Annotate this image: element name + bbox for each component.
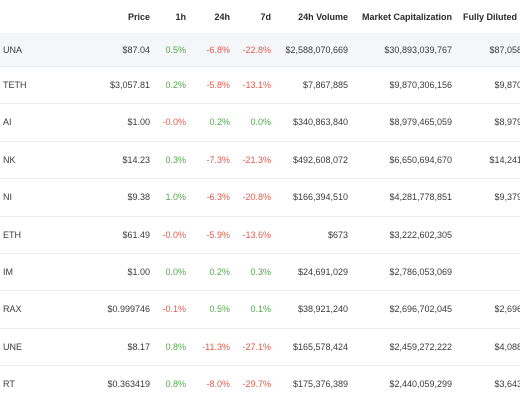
table-row[interactable]: AI $1.00 -0.0% 0.2% 0.0% $340,863,840 $8,979,4…: [0, 103, 520, 142]
table-row[interactable]: NK $14.23 0.3% -7.3% -21.3% $492,608,072 $6,65…: [0, 141, 520, 179]
volume-cell: $492,608,072: [292, 155, 348, 165]
price-cell: $3,057.81: [109, 80, 150, 90]
change-7d-cell: -20.8%: [242, 192, 271, 202]
market-cap-cell: $2,696,702,045: [389, 304, 452, 314]
change-1h-cell: 0.8%: [165, 379, 186, 389]
header-1h[interactable]: 1h: [175, 12, 186, 22]
price-cell: $87.04: [122, 45, 150, 55]
table-row[interactable]: ETH $61.49 -0.0% -5.9% -13.6% $673 $3,222,602,…: [0, 216, 520, 254]
price-cell: $8.17: [127, 342, 150, 352]
volume-cell: $2,588,070,669: [285, 45, 348, 55]
header-7d[interactable]: 7d: [260, 12, 271, 22]
change-1h-cell: 0.5%: [165, 45, 186, 55]
table-row[interactable]: RT $0.363419 0.8% -8.0% -29.7% $175,376,389 $2…: [0, 365, 520, 400]
table-row[interactable]: UNE $8.17 0.8% -11.3% -27.1% $165,578,424 $2,4…: [0, 328, 520, 366]
change-24h-cell: 0.5%: [209, 304, 230, 314]
change-7d-cell: 0.3%: [250, 267, 271, 277]
market-cap-cell: $2,786,053,069: [389, 267, 452, 277]
change-24h-cell: -6.8%: [206, 45, 230, 55]
table-header: Price 1h 24h 7d 24h Volume Market Capita…: [0, 0, 520, 34]
price-cell: $0.363419: [107, 379, 150, 389]
price-cell: $0.999746: [107, 304, 150, 314]
change-1h-cell: 1.0%: [165, 192, 186, 202]
volume-cell: $340,863,840: [292, 117, 348, 127]
price-cell: $61.49: [122, 230, 150, 240]
coin-name[interactable]: NK: [3, 155, 16, 165]
market-cap-cell: $2,459,272,222: [389, 342, 452, 352]
coin-name[interactable]: UNE: [3, 342, 23, 352]
change-7d-cell: -22.8%: [242, 45, 271, 55]
price-cell: $1.00: [127, 267, 150, 277]
table-row[interactable]: RAX $0.999746 -0.1% 0.5% 0.1% $38,921,240 $2,6…: [0, 290, 520, 329]
header-fully-diluted[interactable]: Fully Diluted M: [463, 12, 520, 22]
fully-diluted-cell: $8,979: [494, 117, 520, 127]
change-1h-cell: -0.0%: [162, 117, 186, 127]
fully-diluted-cell: $87,058: [489, 45, 520, 55]
change-1h-cell: -0.0%: [162, 230, 186, 240]
table-row[interactable]: IM $1.00 0.0% 0.2% 0.3% $24,691,029 $2,786,053…: [0, 253, 520, 291]
volume-cell: $673: [327, 230, 348, 240]
fully-diluted-cell: $9,379: [494, 192, 520, 202]
fully-diluted-cell: $14,241: [489, 155, 520, 165]
table-row[interactable]: TETH $3,057.81 0.2% -5.8% -13.1% $7,867,885 $9…: [0, 66, 520, 104]
change-7d-cell: -21.3%: [242, 155, 271, 165]
fully-diluted-cell: $9,870: [494, 80, 520, 90]
change-24h-cell: -5.9%: [206, 230, 230, 240]
change-1h-cell: 0.2%: [165, 80, 186, 90]
header-24h[interactable]: 24h: [214, 12, 230, 22]
change-1h-cell: 0.0%: [165, 267, 186, 277]
header-24h-volume[interactable]: 24h Volume: [298, 12, 348, 22]
coin-name[interactable]: UNA: [3, 45, 23, 55]
change-24h-cell: 0.2%: [209, 267, 230, 277]
market-cap-cell: $4,281,778,851: [389, 192, 452, 202]
change-1h-cell: -0.1%: [162, 304, 186, 314]
volume-cell: $38,921,240: [297, 304, 348, 314]
table-row[interactable]: NI $9.38 1.0% -6.3% -20.8% $166,394,510 $4,281…: [0, 178, 520, 217]
table-row[interactable]: UNA $87.04 0.5% -6.8% -22.8% $2,588,070,669 $3…: [0, 33, 520, 67]
coin-name[interactable]: ETH: [3, 230, 21, 240]
header-price[interactable]: Price: [127, 12, 150, 22]
change-7d-cell: -27.1%: [242, 342, 271, 352]
change-7d-cell: 0.1%: [250, 304, 271, 314]
fully-diluted-cell: $2,696: [494, 304, 520, 314]
fully-diluted-cell: $3,643: [494, 379, 520, 389]
coin-name[interactable]: TETH: [3, 80, 27, 90]
change-1h-cell: 0.3%: [165, 155, 186, 165]
change-7d-cell: -13.6%: [242, 230, 271, 240]
volume-cell: $175,376,389: [292, 379, 348, 389]
change-7d-cell: -13.1%: [242, 80, 271, 90]
price-cell: $1.00: [127, 117, 150, 127]
market-cap-cell: $8,979,465,059: [389, 117, 452, 127]
market-cap-cell: $9,870,306,156: [389, 80, 452, 90]
change-24h-cell: -5.8%: [206, 80, 230, 90]
volume-cell: $165,578,424: [292, 342, 348, 352]
coin-name[interactable]: IM: [3, 267, 13, 277]
coin-name[interactable]: RT: [3, 379, 15, 389]
change-7d-cell: 0.0%: [250, 117, 271, 127]
change-24h-cell: -6.3%: [206, 192, 230, 202]
change-1h-cell: 0.8%: [165, 342, 186, 352]
volume-cell: $24,691,029: [297, 267, 348, 277]
market-cap-cell: $2,440,059,299: [389, 379, 452, 389]
coin-name[interactable]: RAX: [3, 304, 22, 314]
header-market-cap[interactable]: Market Capitalization: [361, 12, 452, 22]
fully-diluted-cell: $4,088: [494, 342, 520, 352]
change-7d-cell: -29.7%: [242, 379, 271, 389]
change-24h-cell: 0.2%: [209, 117, 230, 127]
market-cap-cell: $30,893,039,767: [384, 45, 452, 55]
price-cell: $9.38: [127, 192, 150, 202]
market-cap-cell: $6,650,694,670: [389, 155, 452, 165]
volume-cell: $166,394,510: [292, 192, 348, 202]
change-24h-cell: -11.3%: [202, 342, 230, 352]
change-24h-cell: -8.0%: [206, 379, 230, 389]
change-24h-cell: -7.3%: [206, 155, 230, 165]
coin-name[interactable]: NI: [3, 192, 12, 202]
price-cell: $14.23: [122, 155, 150, 165]
coin-name[interactable]: AI: [3, 117, 12, 127]
market-cap-cell: $3,222,602,305: [389, 230, 452, 240]
volume-cell: $7,867,885: [302, 80, 348, 90]
